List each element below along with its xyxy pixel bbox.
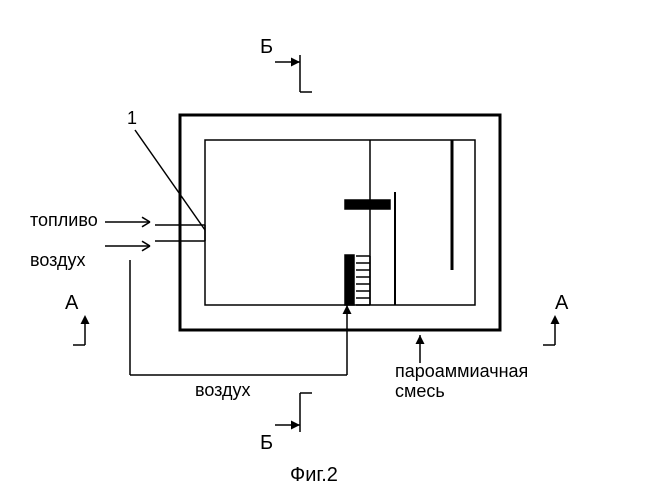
label-section-a-left: А (65, 292, 78, 315)
label-section-a-right: А (555, 292, 568, 315)
label-section-b-top: Б (260, 36, 273, 59)
label-air-lower: воздух (195, 380, 251, 401)
label-fuel: топливо (30, 210, 98, 231)
label-caption: Фиг.2 (290, 464, 338, 487)
label-section-b-bottom: Б (260, 432, 273, 455)
label-air: воздух (30, 250, 86, 271)
label-one: 1 (127, 108, 137, 129)
figure-svg (0, 0, 655, 500)
label-mixture: пароаммиачная смесь (395, 362, 528, 402)
